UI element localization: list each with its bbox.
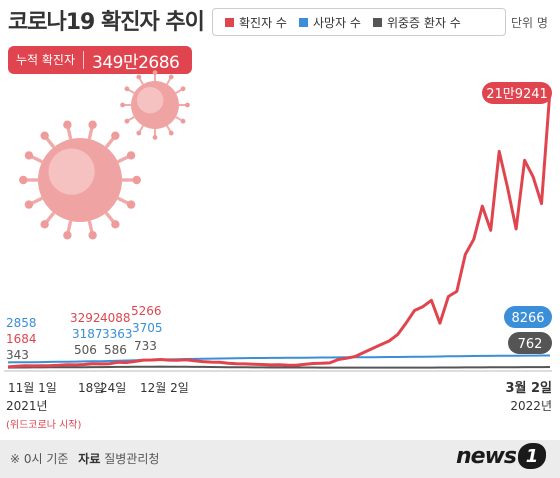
annot-deaths-2: 3187 [72,327,103,341]
annot-critical-1: 343 [6,348,29,362]
virus-spike-tip [120,102,125,108]
annot-confirmed-3: 4088 [100,311,131,325]
line-chart: 2858 1684 343 3292 3187 506 4088 3363 58… [4,70,552,431]
virus-spike-tip [88,231,97,240]
x-label-18: 18일 [78,381,104,395]
annot-confirmed-1: 1684 [6,332,37,346]
legend-label-critical: 위중증 환자 수 [386,15,461,30]
year-label-2022: 2022년 [510,399,552,413]
annot-critical-3: 586 [104,343,127,357]
virus-spike-tip [24,200,34,209]
footer-note: ※ 0시 기준 자료 질병관리청 [10,450,159,467]
footer-source-label: 자료 [78,452,101,466]
legend-swatch-critical [372,17,382,27]
annot-confirmed-2: 3292 [70,311,101,325]
legend-swatch-deaths [298,17,308,27]
x-label-mar2: 3월 2일 [505,380,552,396]
end-label-deaths: 8266 [504,306,552,328]
cumulative-badge: 누적 확진자 349만2686 [8,46,192,74]
virus-spike-tip [152,135,158,140]
annot-critical-2: 506 [74,343,97,357]
virus-spike-tip [152,70,158,75]
virus-spike-tip [63,120,72,129]
annot-confirmed-4: 5266 [131,304,162,318]
logo-text: news [456,443,517,469]
legend-item-confirmed: 확진자 수 [225,14,287,31]
virus-spike-tip [124,86,130,92]
virus-spike-tip [111,220,120,229]
start-note: (위드코로나 시작) [6,418,81,431]
virus-spike-tip [63,231,72,240]
logo-number: 1 [518,443,547,469]
news1-logo: news 1 [456,441,547,471]
virus-icon [120,70,190,140]
annot-deaths-1: 2858 [6,316,37,330]
cumulative-label: 누적 확진자 [8,51,85,69]
virus-spike-tip [40,220,49,229]
virus-spike-tip [126,151,136,160]
virus-spike-tip [132,175,141,185]
end-label-deaths-text: 8266 [511,311,544,326]
virus-spike-tip [40,131,49,140]
footer-source: 질병관리청 [104,452,160,466]
virus-spike-tip [88,120,97,129]
virus-spike-tip [136,74,142,80]
virus-spike-tip [180,86,186,92]
unit-label: 단위 명 [511,16,548,30]
virus-spike-tip [136,130,142,136]
annot-deaths-3: 3363 [102,327,133,341]
virus-spike-tip [19,175,28,185]
x-label-dec2: 12월 2일 [140,381,189,395]
legend: 확진자 수 사망자 수 위중증 환자 수 [212,8,506,36]
annot-deaths-4: 3705 [132,321,163,335]
cumulative-value: 349만2686 [92,52,180,73]
legend-swatch-confirmed [225,17,234,27]
virus-spike-tip [180,118,186,124]
virus-spike-tip [168,130,174,136]
end-label-critical: 762 [508,332,552,354]
virus-spike-tip [168,74,174,80]
virus-spike-tip [24,151,34,160]
virus-spike-tip [124,118,130,124]
legend-item-critical: 위중증 환자 수 [372,14,461,31]
footer-basis: ※ 0시 기준 [10,452,69,466]
virus-spike-tip [185,102,190,108]
legend-label-deaths: 사망자 수 [312,15,361,30]
year-label-2021: 2021년 [6,399,48,413]
virus-spike-tip [126,200,136,209]
end-label-confirmed: 21만9241 [482,82,552,104]
virus-icon [19,120,141,240]
series-line-confirmed [7,89,552,369]
legend-item-deaths: 사망자 수 [298,14,361,31]
x-label-24: 24일 [100,381,126,395]
end-label-critical-text: 762 [518,337,543,352]
virus-highlight [48,148,95,195]
x-label-nov1: 11월 1일 [8,381,57,395]
annot-critical-4: 733 [134,339,157,353]
series-line-critical [7,365,551,369]
page-title: 코로나19 확진자 추이 [8,10,205,35]
legend-label-confirmed: 확진자 수 [239,15,287,30]
end-label-confirmed-text: 21만9241 [486,87,548,102]
series-line-deaths [7,354,550,364]
virus-highlight [137,87,164,114]
virus-spike-tip [111,131,120,140]
